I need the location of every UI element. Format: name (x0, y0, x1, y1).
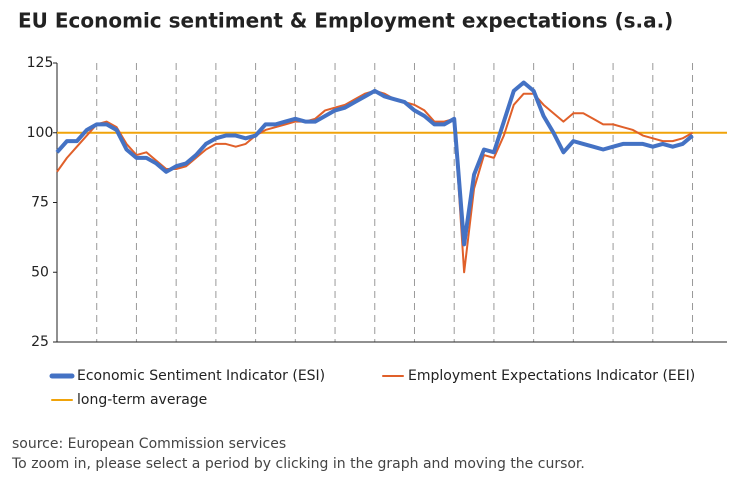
y-tick-label: 125 (27, 55, 54, 71)
series-line (55, 80, 694, 247)
y-tick-label: 100 (27, 125, 54, 141)
y-tick-label: 50 (31, 264, 49, 280)
note: To zoom in, please select a period by cl… (11, 456, 585, 472)
y-tick-label: 75 (31, 195, 49, 211)
source: source: European Commission services (12, 436, 286, 452)
legend-label: Employment Expectations Indicator (EEI) (408, 368, 695, 384)
legend-label: Economic Sentiment Indicator (ESI) (77, 368, 325, 384)
y-tick-label: 25 (31, 334, 49, 350)
chart-title: EU Economic sentiment & Employment expec… (18, 9, 673, 33)
legend-label: long-term average (77, 392, 207, 408)
